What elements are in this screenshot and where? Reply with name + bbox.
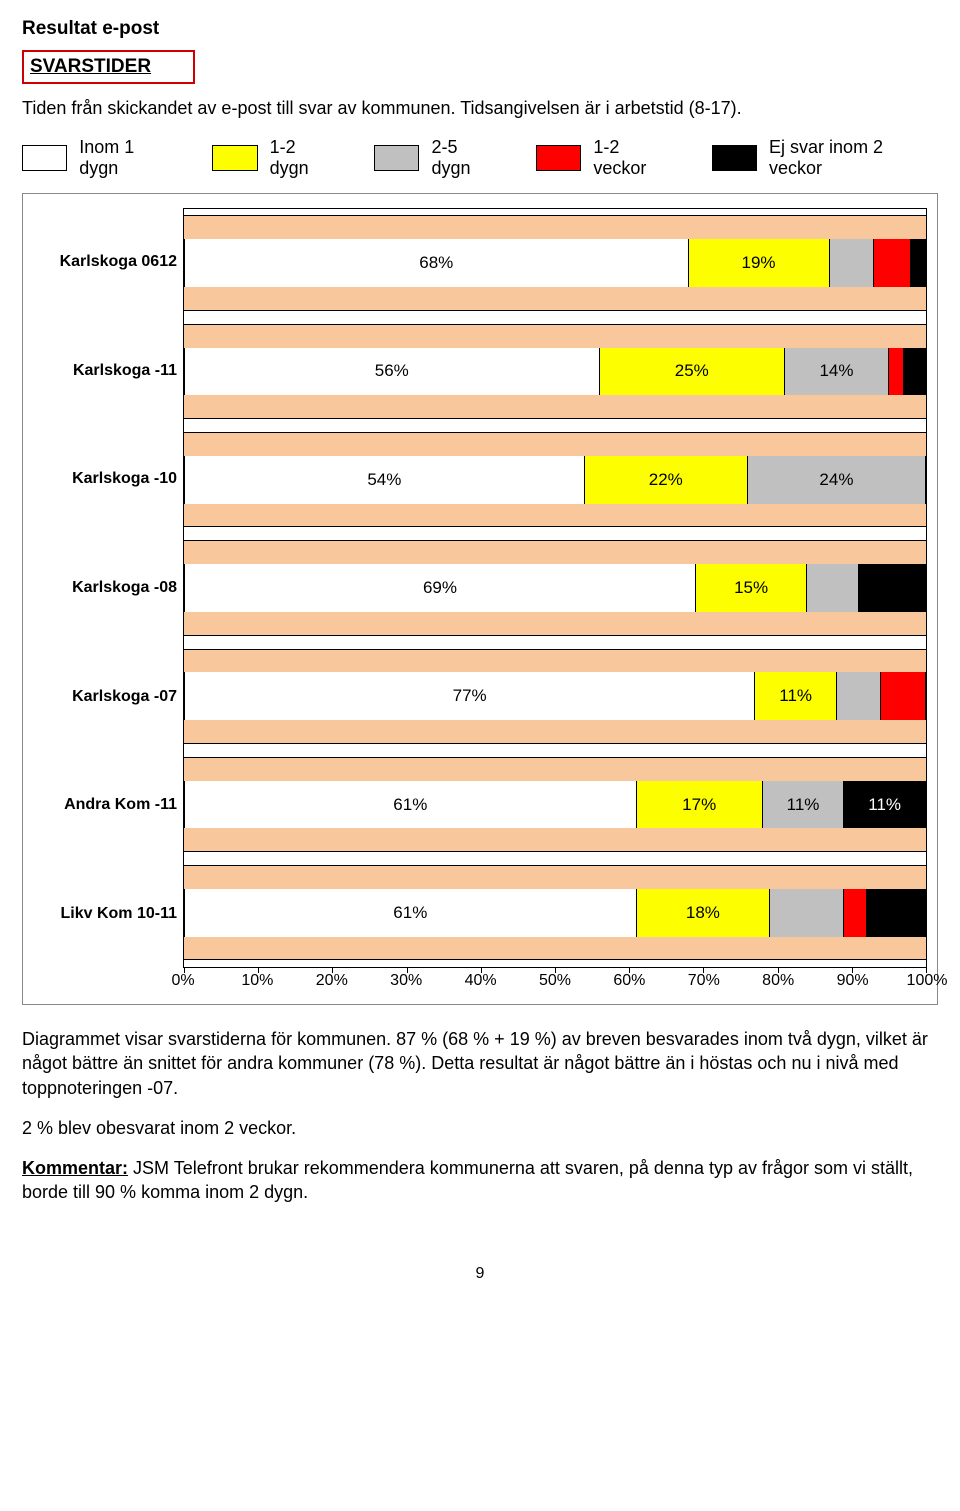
legend-swatch [212,145,257,171]
chart-bar-segment [859,564,926,612]
comment-body: JSM Telefront brukar rekommendera kommun… [22,1158,913,1202]
chart-bar-segment: 24% [748,456,926,504]
chart-bar-segment: 18% [637,889,771,937]
legend-label: 2-5 dygn [431,137,500,179]
chart-bar-segment: 54% [184,456,585,504]
chart-bar-segment: 61% [184,781,637,829]
chart-bar: 61%18% [184,889,926,937]
chart-y-label: Karlskoga -07 [72,688,177,706]
chart-x-label: 30% [390,972,422,990]
chart-bar-segment: 14% [785,348,889,396]
legend-swatch [22,145,67,171]
subtitle-text: SVARSTIDER [30,56,151,77]
chart-bar-segment: 19% [689,239,830,287]
chart-bar-segment [867,889,926,937]
chart-bar-segment [889,348,904,396]
chart-bar: 61%17%11%11% [184,781,926,829]
chart-y-label: Karlskoga -08 [72,579,177,597]
chart-bar-segment: 15% [696,564,807,612]
chart-bar-segment [881,672,926,720]
chart-bar-segment: 61% [184,889,637,937]
chart-bar-segment: 56% [184,348,600,396]
chart-x-axis: 0%10%20%30%40%50%60%70%80%90%100% [183,972,927,998]
legend-item: Inom 1 dygn [22,137,176,179]
chart-bar-segment [830,239,875,287]
chart-bar-segment [844,889,866,937]
intro-text: Tiden från skickandet av e-post till sva… [22,98,938,119]
chart-bar-segment: 22% [585,456,748,504]
legend-label: 1-2 veckor [593,137,675,179]
chart-bar-segment: 68% [184,239,689,287]
chart-x-label: 80% [762,972,794,990]
chart-bar: 56%25%14% [184,348,926,396]
legend-item: Ej svar inom 2 veckor [712,137,938,179]
legend-item: 1-2 veckor [536,137,676,179]
paragraph: 2 % blev obesvarat inom 2 veckor. [22,1116,938,1140]
page-title: Resultat e-post [22,18,938,40]
page-number: 9 [22,1265,938,1283]
chart-bar: 69%15% [184,564,926,612]
chart-x-label: 0% [171,972,194,990]
subtitle-box: SVARSTIDER [22,50,195,84]
chart-bar-segment [807,564,859,612]
chart-x-label: 40% [465,972,497,990]
chart-x-label: 10% [241,972,273,990]
chart-legend: Inom 1 dygn 1-2 dygn 2-5 dygn 1-2 veckor Ej … [22,137,938,179]
chart-frame: Karlskoga 0612 Karlskoga -11 Karlskoga -10… [22,193,938,1005]
comment-paragraph: Kommentar: JSM Telefront brukar rekommen… [22,1156,938,1205]
legend-swatch [536,145,581,171]
chart-bar: 77%11% [184,672,926,720]
comment-lead: Kommentar: [22,1158,128,1178]
legend-swatch [374,145,419,171]
chart-x-label: 100% [907,972,948,990]
chart-x-label: 20% [316,972,348,990]
chart-y-label: Karlskoga -10 [72,470,177,488]
chart-y-label: Andra Kom -11 [64,796,177,814]
chart-bar-segment: 25% [600,348,786,396]
chart-y-label: Karlskoga 0612 [60,253,177,271]
chart-bar-segment: 69% [184,564,696,612]
legend-item: 2-5 dygn [374,137,500,179]
paragraph: Diagrammet visar svarstiderna för kommun… [22,1027,938,1100]
chart-x-label: 50% [539,972,571,990]
chart-bar-segment: 77% [184,672,755,720]
chart-bar-segment [904,348,926,396]
chart-bar: 68%19% [184,239,926,287]
chart-x-label: 60% [613,972,645,990]
chart-bar-segment: 11% [755,672,837,720]
legend-label: Ej svar inom 2 veckor [769,137,938,179]
chart-bar-segment: 11% [763,781,845,829]
chart-y-labels: Karlskoga 0612 Karlskoga -11 Karlskoga -10… [33,208,183,968]
legend-label: 1-2 dygn [270,137,339,179]
legend-item: 1-2 dygn [212,137,338,179]
chart: Karlskoga 0612 Karlskoga -11 Karlskoga -10… [33,208,927,968]
chart-bar-segment: 11% [844,781,926,829]
chart-plot-area: 68%19%56%25%14%54%22%24%69%15%77%11%61%1… [183,208,927,968]
legend-swatch [712,145,757,171]
chart-x-label: 70% [688,972,720,990]
chart-bar-segment: 17% [637,781,763,829]
chart-x-label: 90% [837,972,869,990]
chart-y-label: Likv Kom 10-11 [61,905,178,923]
legend-label: Inom 1 dygn [79,137,176,179]
chart-bar-segment [837,672,882,720]
chart-y-label: Karlskoga -11 [73,362,177,380]
chart-bar-segment [874,239,911,287]
chart-bar-segment [770,889,844,937]
chart-bar: 54%22%24% [184,456,926,504]
chart-bar-segment [911,239,926,287]
